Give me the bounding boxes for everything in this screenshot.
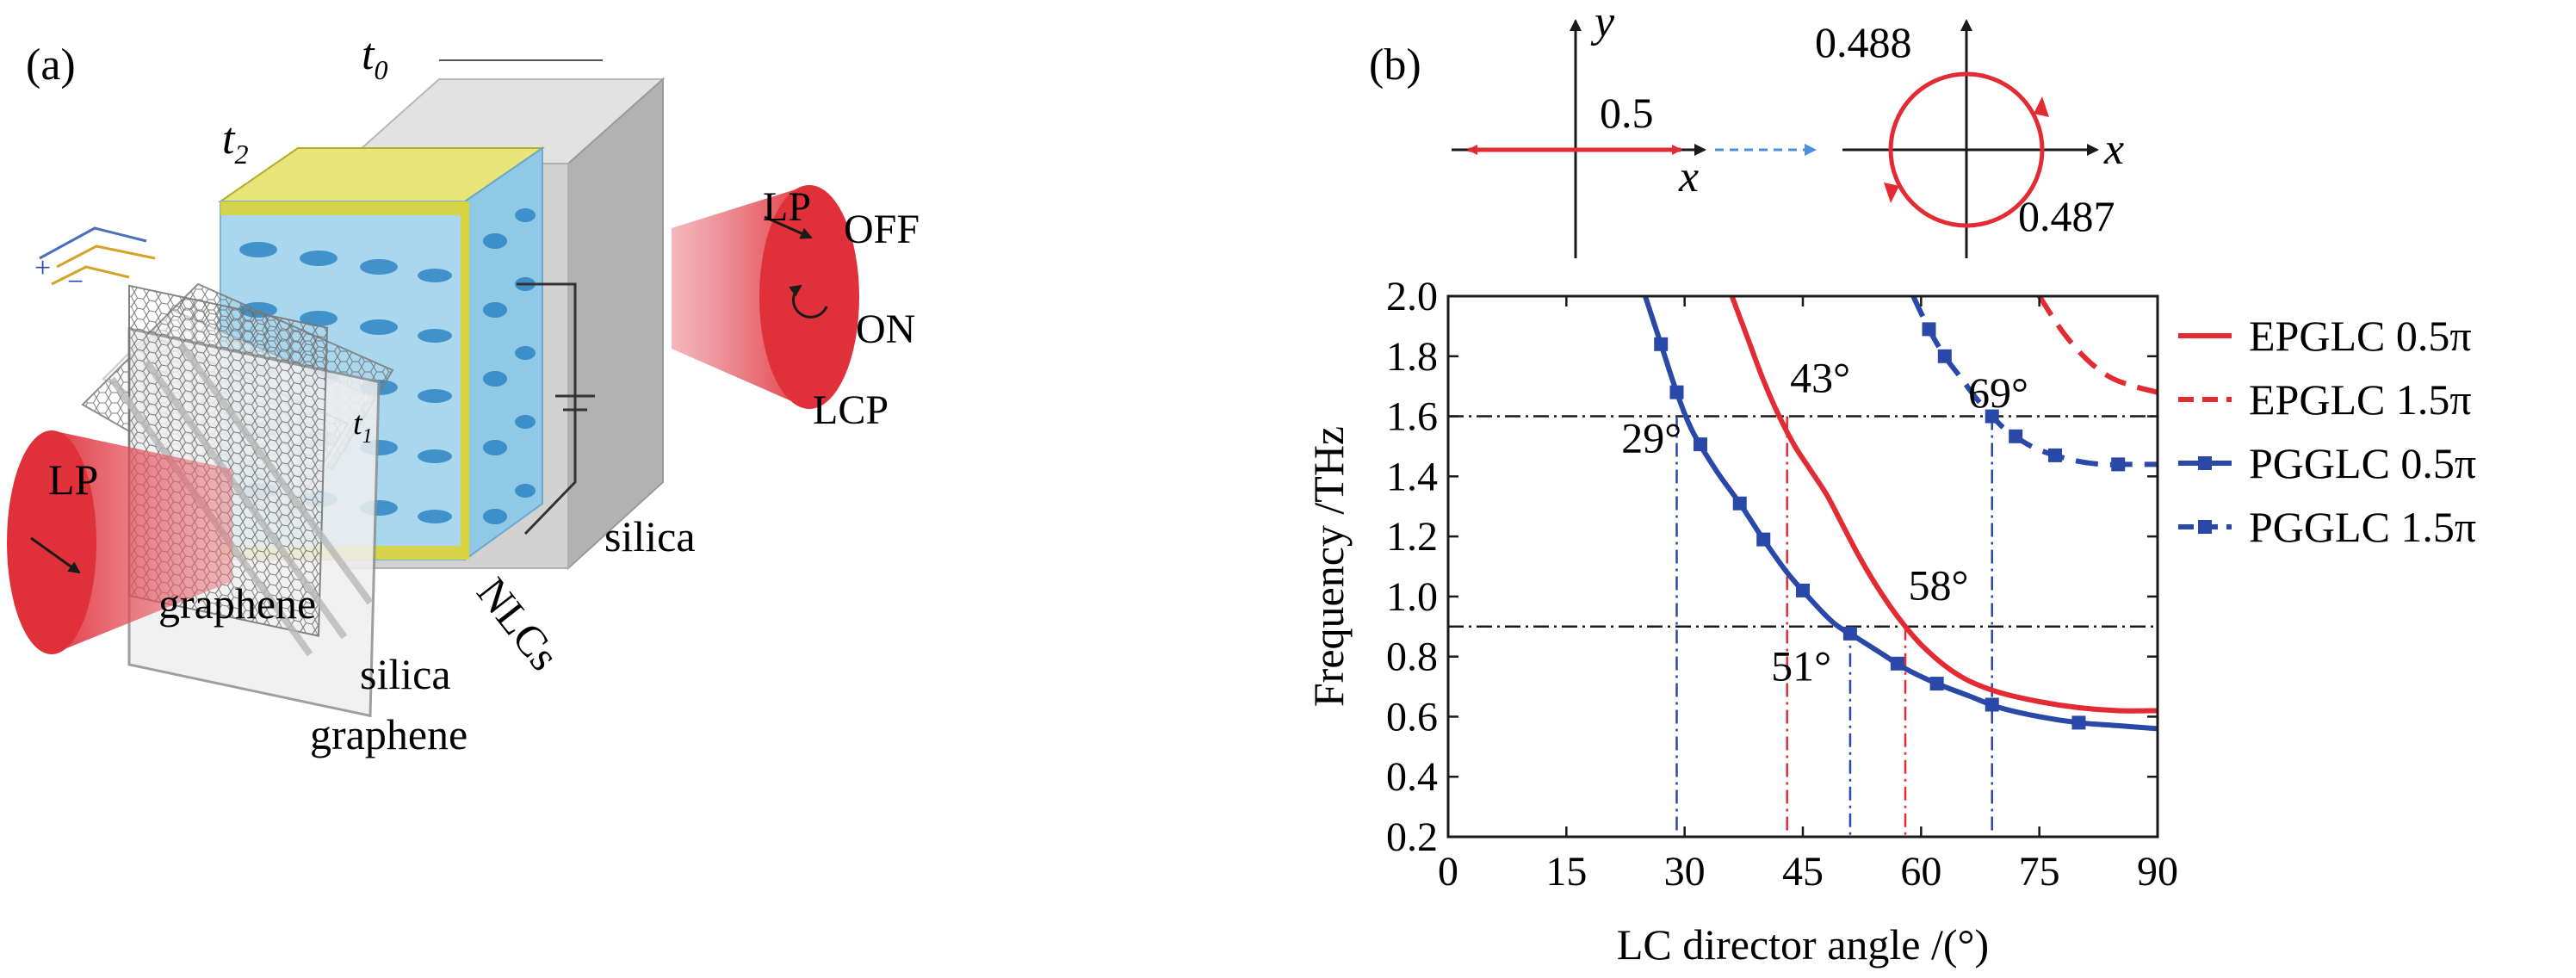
graphene-label-2: graphene (310, 710, 468, 758)
inset-circular: 0.488 0.487 x (1815, 18, 2124, 258)
inset-left-y-label: y (1590, 0, 1615, 46)
x-tick-label: 75 (2019, 849, 2060, 894)
circle-arrow-bottom (1884, 183, 1899, 203)
bias-circuit (517, 282, 595, 535)
angle-annotation: 29° (1621, 413, 1681, 461)
x-axis-label: LC director angle /(°) (1617, 920, 1989, 969)
data-point (1732, 496, 1747, 511)
x-tick-label: 0 (1438, 849, 1458, 894)
lcp-label: LCP (813, 387, 889, 433)
lp-output-label: LP (763, 184, 811, 230)
data-point (1796, 583, 1810, 597)
y-tick-label: 0.2 (1386, 814, 1438, 860)
y-tick-label: 1.4 (1386, 454, 1438, 499)
data-point (1654, 337, 1669, 351)
inset-right-x-label: x (2103, 125, 2124, 174)
inset-left-value: 0.5 (1600, 89, 1654, 137)
x-tick-label: 30 (1664, 849, 1706, 894)
input-beam (7, 430, 232, 654)
angle-annotation: 43° (1790, 354, 1850, 402)
x-tick-label: 90 (2137, 849, 2178, 894)
data-point (1693, 437, 1707, 452)
data-point (1937, 349, 1952, 363)
x-tick-label: 45 (1782, 849, 1824, 894)
frequency-chart: 0 15 30 45 60 75 90 0.2 0.4 0.6 0.8 1.0 1.2 1.4 1.6 1.8… (1304, 274, 2476, 969)
data-point (1890, 656, 1904, 671)
circle-arrow-top (2034, 96, 2049, 117)
nlcs-label: NLCs (468, 568, 569, 679)
silica-label-top: silica (604, 512, 696, 560)
off-label: OFF (844, 207, 920, 252)
y-tick-label: 1.6 (1386, 394, 1438, 440)
data-point (1929, 677, 1944, 691)
y-tick-label: 2.0 (1386, 274, 1438, 319)
panel-b-label: (b) (1369, 40, 1421, 90)
panel-a-label: (a) (26, 40, 76, 90)
y-tick-label: 1.0 (1386, 574, 1438, 620)
series-line-1 (2037, 296, 2158, 395)
y-tick-label: 0.6 (1386, 694, 1438, 740)
marker-layer (1654, 322, 2126, 730)
plus-sign: + (34, 252, 51, 284)
output-beam (672, 185, 859, 409)
data-point (2047, 448, 2062, 462)
t0-label: t0 (362, 30, 387, 85)
y-tick-label: 1.2 (1386, 514, 1438, 560)
legend-label: EPGLC 0.5π (2249, 312, 2472, 360)
y-tick-label: 0.4 (1386, 754, 1438, 800)
data-point (2071, 715, 2086, 730)
y-tick-label: 0.8 (1386, 634, 1438, 680)
inset-left-x-label: x (1678, 152, 1699, 201)
graphene-label-1: graphene (158, 579, 316, 628)
inset-right-value-top: 0.488 (1815, 18, 1912, 66)
angle-annotation: 58° (1908, 560, 1968, 609)
legend: EPGLC 0.5π EPGLC 1.5π PGGLC 0.5π PGGLC 1.5π (2178, 312, 2476, 551)
panel-a: (a) t0 (7, 30, 920, 758)
inset-right-value-bottom: 0.487 (2018, 192, 2115, 240)
x-tick-label: 60 (1900, 849, 1941, 894)
legend-marker (2198, 520, 2212, 534)
reference-lines (1448, 415, 2158, 837)
data-point (1669, 385, 1684, 399)
data-point (2111, 457, 2126, 472)
angle-annotations: 29° 43° 51° 58° 69° (1621, 354, 2028, 690)
series-line-0 (1729, 296, 2158, 714)
data-point (1756, 532, 1771, 547)
y-tick-label: 1.8 (1386, 334, 1438, 380)
inset-linear: 0.5 x y (1452, 0, 1706, 258)
t1-label: t1 (353, 405, 373, 448)
on-label: ON (856, 306, 915, 352)
silica-label-mid: silica (360, 650, 451, 698)
legend-label: PGGLC 1.5π (2249, 503, 2476, 551)
legend-label: EPGLC 1.5π (2249, 375, 2472, 424)
angle-annotation: 69° (1968, 368, 2028, 417)
data-point (1985, 409, 1999, 424)
legend-marker (2198, 456, 2212, 470)
lp-input-label: LP (48, 455, 98, 504)
t2-label: t2 (222, 115, 248, 170)
axis-ticks: 0 15 30 45 60 75 90 0.2 0.4 0.6 0.8 1.0 1.2 1.4 1.6 1.8… (1386, 274, 2178, 894)
data-point (2009, 429, 2023, 443)
minus-sign: − (67, 266, 84, 298)
data-point (1842, 626, 1857, 641)
panel-b: (b) 0.5 x y 0.488 0.487 x (1304, 0, 2476, 969)
polarization-circle (1888, 71, 2045, 228)
data-point (1985, 697, 1999, 712)
electrode-wires (39, 226, 156, 286)
angle-annotation: 51° (1771, 642, 1831, 690)
y-axis-label: Frequency /THz (1304, 426, 1353, 707)
data-point (1922, 322, 1936, 337)
legend-label: PGGLC 0.5π (2249, 439, 2476, 487)
x-tick-label: 15 (1545, 849, 1587, 894)
